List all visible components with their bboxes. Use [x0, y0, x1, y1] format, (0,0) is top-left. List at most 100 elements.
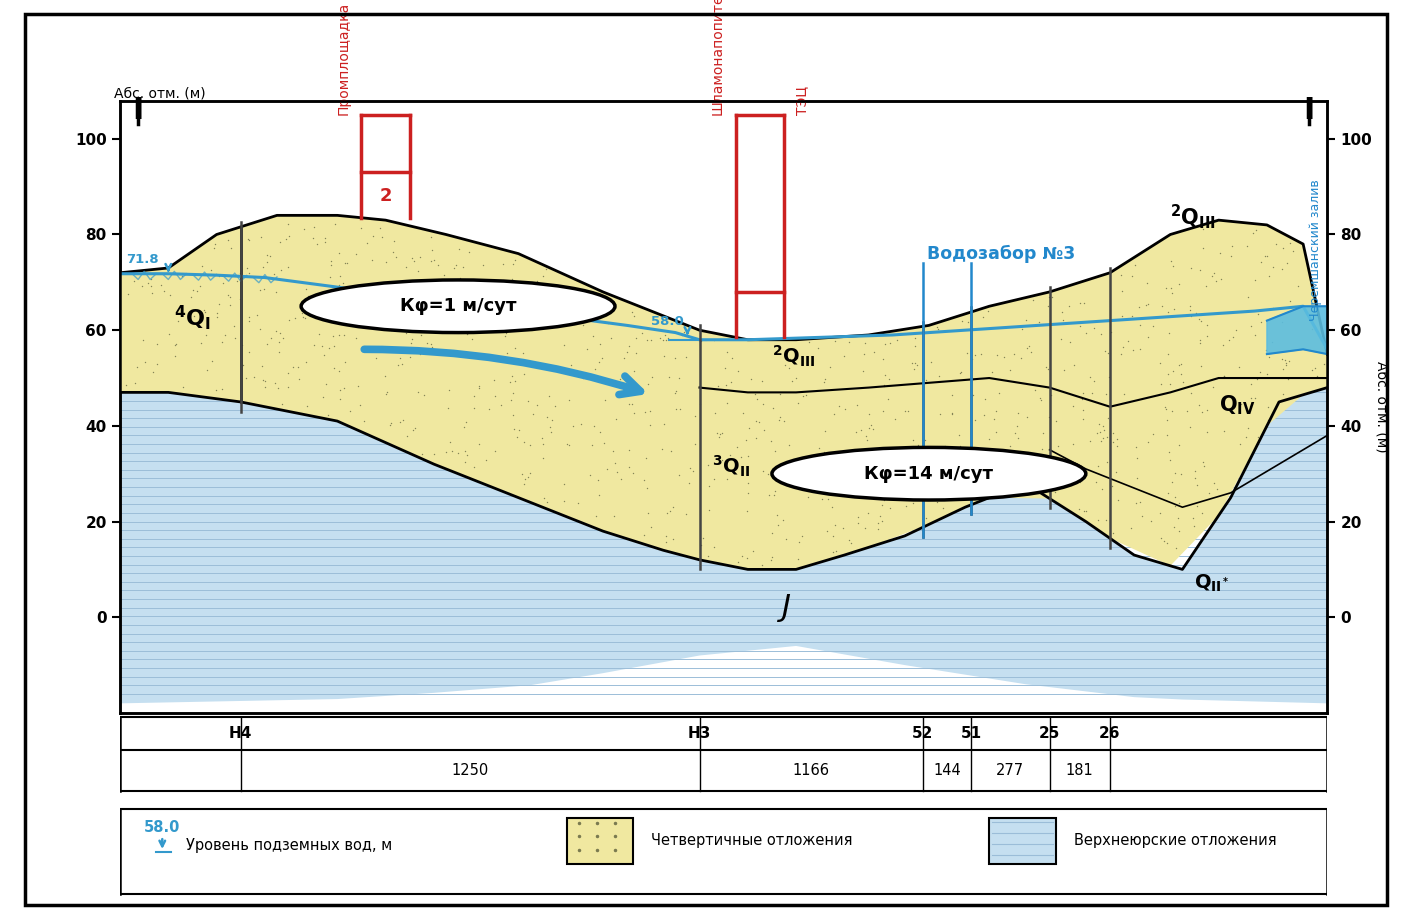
Point	[871, 514, 894, 528]
Point	[467, 380, 490, 395]
Point	[552, 292, 575, 306]
Point	[618, 460, 641, 474]
Point	[940, 388, 963, 402]
Point	[513, 477, 535, 492]
Point	[798, 464, 820, 479]
Point	[981, 364, 1004, 378]
Point	[515, 292, 538, 307]
Point	[165, 336, 188, 351]
Point	[760, 552, 782, 567]
Point	[1303, 360, 1326, 375]
Point	[455, 415, 477, 430]
Point	[206, 310, 229, 324]
Point	[837, 533, 860, 547]
Point	[863, 345, 885, 359]
Point	[683, 409, 706, 423]
Point	[395, 318, 418, 333]
Point	[249, 322, 271, 336]
Point	[1015, 314, 1038, 328]
Point	[250, 358, 273, 373]
Point	[1196, 329, 1219, 344]
Point	[1247, 430, 1269, 444]
Point	[589, 336, 611, 351]
Point	[897, 403, 919, 418]
Point	[1278, 371, 1300, 386]
Point	[909, 461, 932, 475]
Point	[857, 420, 880, 435]
Point	[336, 255, 359, 270]
Point	[779, 352, 802, 367]
Point	[376, 254, 398, 269]
Point	[313, 234, 336, 249]
Point	[1168, 510, 1190, 525]
Point	[1183, 518, 1206, 533]
Point	[1240, 390, 1262, 405]
Point	[1062, 399, 1084, 413]
Point	[559, 358, 582, 373]
Point	[116, 286, 138, 301]
Point	[514, 472, 537, 486]
Point	[593, 435, 616, 450]
Point	[1156, 428, 1179, 442]
Point	[1190, 358, 1213, 373]
Point	[856, 432, 878, 447]
Point	[751, 558, 774, 572]
Point	[1286, 279, 1309, 293]
Point	[657, 331, 679, 345]
Point	[498, 354, 521, 368]
Point	[1121, 268, 1144, 282]
Point	[373, 368, 395, 383]
Point	[998, 363, 1021, 377]
Point	[264, 376, 287, 390]
Point	[356, 236, 378, 250]
Point	[463, 388, 486, 403]
Point	[398, 350, 421, 365]
Point	[552, 338, 575, 353]
Point	[1189, 262, 1211, 277]
Y-axis label: Абс. отм. (м): Абс. отм. (м)	[1375, 361, 1389, 452]
Text: Абс. отм. (м): Абс. отм. (м)	[114, 87, 206, 101]
Point	[134, 355, 157, 369]
Point	[877, 463, 899, 478]
Point	[1035, 359, 1058, 374]
Point	[1036, 299, 1059, 314]
Point	[808, 441, 830, 455]
Point	[205, 305, 227, 320]
Point	[1247, 307, 1269, 322]
Point	[1156, 346, 1179, 361]
Point	[617, 397, 640, 411]
Point	[857, 407, 880, 421]
Point	[498, 375, 521, 389]
Point	[626, 345, 648, 360]
Point	[1275, 357, 1298, 372]
Point	[223, 319, 246, 334]
Point	[731, 406, 754, 420]
Point	[874, 336, 897, 351]
Point	[1062, 437, 1084, 452]
Point	[813, 444, 836, 459]
Point	[919, 355, 942, 369]
Point	[719, 448, 741, 462]
Point	[496, 345, 518, 360]
Point	[277, 379, 299, 394]
Point	[1141, 427, 1163, 441]
Point	[1125, 496, 1148, 511]
Point	[1087, 417, 1110, 431]
Point	[395, 260, 418, 275]
Text: 52: 52	[912, 726, 933, 741]
Point	[947, 456, 970, 471]
Point	[600, 330, 623, 345]
Point	[681, 464, 703, 479]
Point	[603, 455, 626, 470]
Point	[345, 330, 367, 345]
Point	[1169, 466, 1192, 481]
Point	[1209, 246, 1231, 260]
Point	[1187, 398, 1210, 412]
Point	[316, 312, 339, 326]
Point	[521, 407, 544, 421]
Point	[205, 383, 227, 398]
Point	[1244, 272, 1267, 287]
Point	[295, 282, 318, 297]
Point	[716, 472, 738, 486]
Point	[287, 360, 309, 375]
